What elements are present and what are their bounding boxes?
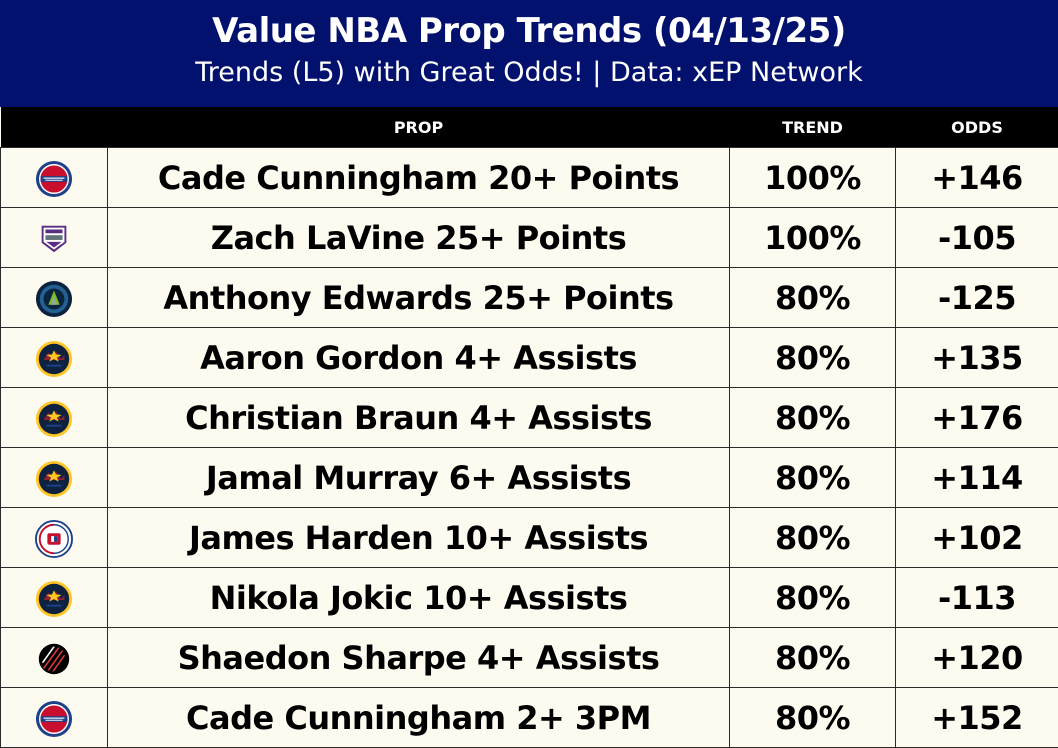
trend-cell: 80% <box>730 328 896 388</box>
odds-cell: +146 <box>896 148 1058 208</box>
team-logo-cell <box>1 448 108 508</box>
pistons-logo-icon <box>35 700 73 738</box>
team-logo-cell <box>1 688 108 748</box>
prop-cell: Christian Braun 4+ Assists <box>108 388 730 448</box>
odds-cell: -125 <box>896 268 1058 328</box>
trend-cell: 80% <box>730 268 896 328</box>
column-header-logo <box>1 107 108 148</box>
odds-cell: +176 <box>896 388 1058 448</box>
trend-cell: 80% <box>730 448 896 508</box>
prop-cell: Cade Cunningham 2+ 3PM <box>108 688 730 748</box>
prop-cell: Jamal Murray 6+ Assists <box>108 448 730 508</box>
trend-cell: 80% <box>730 508 896 568</box>
odds-cell: +102 <box>896 508 1058 568</box>
odds-cell: +135 <box>896 328 1058 388</box>
nuggets-logo-icon <box>35 400 73 438</box>
table-header-row: PROP TREND ODDS <box>1 107 1058 148</box>
kings-logo-icon <box>35 220 73 258</box>
odds-cell: +152 <box>896 688 1058 748</box>
odds-cell: -105 <box>896 208 1058 268</box>
team-logo-cell <box>1 568 108 628</box>
prop-cell: Shaedon Sharpe 4+ Assists <box>108 628 730 688</box>
team-logo-cell <box>1 508 108 568</box>
prop-cell: Cade Cunningham 20+ Points <box>108 148 730 208</box>
column-header-trend: TREND <box>730 107 896 148</box>
column-header-odds: ODDS <box>896 107 1058 148</box>
nuggets-logo-icon <box>35 340 73 378</box>
trend-cell: 80% <box>730 568 896 628</box>
timberwolves-logo-icon <box>35 280 73 318</box>
prop-cell: Aaron Gordon 4+ Assists <box>108 328 730 388</box>
prop-cell: Nikola Jokic 10+ Assists <box>108 568 730 628</box>
pistons-logo-icon <box>35 160 73 198</box>
trend-cell: 80% <box>730 688 896 748</box>
team-logo-cell <box>1 208 108 268</box>
nuggets-logo-icon <box>35 460 73 498</box>
header-banner: Value NBA Prop Trends (04/13/25) Trends … <box>0 0 1058 107</box>
prop-cell: James Harden 10+ Assists <box>108 508 730 568</box>
trend-cell: 100% <box>730 208 896 268</box>
column-header-prop: PROP <box>108 107 730 148</box>
odds-cell: -113 <box>896 568 1058 628</box>
nuggets-logo-icon <box>35 580 73 618</box>
trend-cell: 100% <box>730 148 896 208</box>
team-logo-cell <box>1 328 108 388</box>
trend-cell: 80% <box>730 388 896 448</box>
trend-cell: 80% <box>730 628 896 688</box>
odds-cell: +114 <box>896 448 1058 508</box>
team-logo-cell <box>1 148 108 208</box>
clippers-logo-icon <box>35 520 73 558</box>
props-table: PROP TREND ODDS Cade Cunningham 20+ Poin… <box>0 107 1058 748</box>
prop-cell: Zach LaVine 25+ Points <box>108 208 730 268</box>
team-logo-cell <box>1 388 108 448</box>
prop-cell: Anthony Edwards 25+ Points <box>108 268 730 328</box>
odds-cell: +120 <box>896 628 1058 688</box>
page-subtitle: Trends (L5) with Great Odds! | Data: xEP… <box>0 54 1058 92</box>
trail-blazers-logo-icon <box>35 640 73 678</box>
team-logo-cell <box>1 628 108 688</box>
team-logo-cell <box>1 268 108 328</box>
page-title: Value NBA Prop Trends (04/13/25) <box>0 8 1058 54</box>
